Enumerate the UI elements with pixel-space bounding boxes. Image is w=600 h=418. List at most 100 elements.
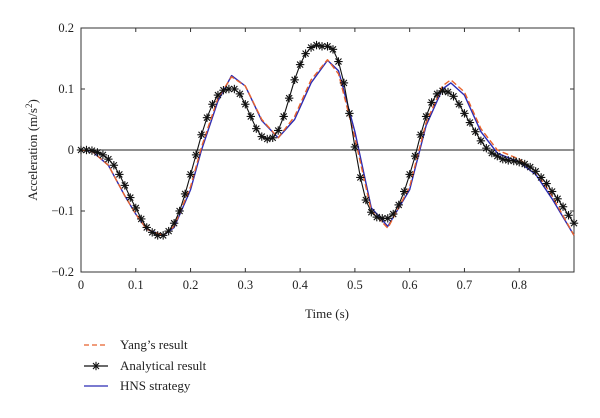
series-analytical-point [389, 209, 398, 219]
star-stroke [104, 155, 112, 163]
series-analytical-point [137, 214, 146, 224]
star-stroke [296, 61, 304, 69]
series-yang-s-result-line [80, 59, 575, 237]
series-analytical-point [191, 150, 201, 160]
legend-analytical-label: Analytical result [120, 358, 207, 373]
series-analytical-point [241, 100, 250, 109]
star-stroke [280, 113, 288, 120]
star-stroke [389, 210, 397, 218]
star-stroke [274, 127, 282, 134]
star-stroke [285, 94, 293, 102]
y-axis-label: Acceleration (m/s2) [24, 99, 40, 201]
star-stroke [351, 143, 359, 151]
series-analytical-point [399, 187, 409, 196]
legend-analytical-marker [91, 361, 101, 371]
star-stroke [559, 203, 567, 211]
star-stroke [198, 131, 205, 139]
star-stroke [176, 207, 184, 215]
series-analytical-point [378, 214, 387, 223]
series-analytical-point [372, 212, 381, 222]
series-analytical-point [82, 145, 91, 155]
y-tick-label: −0.2 [51, 265, 74, 279]
legend-yang-label: Yang’s result [120, 337, 188, 352]
star-stroke [329, 45, 337, 53]
series-analytical-point [263, 134, 272, 144]
series-analytical-point [290, 75, 299, 85]
series-analytical-point [339, 78, 349, 88]
series-analytical-point [230, 84, 239, 94]
series-analytical-point [504, 156, 513, 165]
star-stroke [450, 92, 457, 100]
star-stroke [324, 42, 331, 50]
star-stroke [143, 224, 151, 231]
series-analytical-point [197, 130, 206, 139]
series-analytical-point [104, 154, 113, 164]
series-analytical-point [328, 45, 338, 54]
series-analytical-point [536, 173, 546, 182]
ticks: 0 0.1 0.2 0.3 0.4 0.5 0.6 0.7 0.8 −0.2 −0.1 0 0.1 0.2 [51, 21, 574, 292]
series-analytical-point [394, 200, 403, 210]
star-stroke [340, 79, 348, 87]
series-analytical-point [202, 113, 212, 122]
series-analytical-point [115, 170, 124, 179]
series-analytical-point [443, 87, 453, 97]
star-stroke [269, 134, 277, 142]
series-analytical-point [175, 206, 184, 216]
star-stroke [510, 157, 518, 165]
star-stroke [159, 231, 167, 239]
series-analytical-point [350, 142, 360, 152]
series-analytical-point [164, 226, 173, 236]
star-stroke [422, 113, 430, 120]
star-stroke [220, 86, 227, 94]
star-stroke [94, 149, 101, 156]
star-stroke [132, 204, 140, 212]
star-stroke [384, 214, 392, 222]
y-tick-label: 0 [68, 143, 74, 157]
star-stroke [214, 91, 222, 99]
star-stroke [461, 109, 468, 117]
star-stroke [110, 161, 118, 169]
series-analytical-point [454, 100, 464, 109]
series-analytical-point [312, 40, 321, 50]
series-analytical-point [235, 89, 245, 99]
star-stroke [241, 100, 249, 108]
star-stroke [247, 113, 255, 120]
star-stroke [170, 219, 178, 227]
star-stroke [137, 215, 145, 223]
series-analytical-point [334, 57, 343, 66]
star-stroke [411, 152, 419, 160]
star-stroke [252, 125, 260, 133]
series-analytical-point [252, 124, 261, 133]
star-stroke [165, 227, 173, 235]
series-analytical-point [553, 194, 562, 203]
series-analytical-point [142, 223, 151, 232]
x-tick-label: 0.6 [402, 278, 418, 292]
star-stroke [209, 100, 216, 108]
star-stroke [148, 228, 156, 236]
x-tick-label: 0.1 [128, 278, 144, 292]
star-stroke [526, 163, 534, 171]
star-stroke [236, 90, 244, 98]
star-stroke [263, 135, 271, 143]
star-stroke [504, 156, 512, 164]
series-analytical-point [213, 90, 223, 100]
series-analytical-point [564, 211, 573, 220]
star-stroke [225, 85, 233, 93]
star-stroke [532, 167, 540, 175]
star-stroke [433, 90, 441, 98]
star-stroke [356, 174, 364, 181]
star-stroke [88, 147, 96, 155]
x-tick-label: 0.7 [457, 278, 473, 292]
series-analytical-point [153, 231, 162, 240]
series-analytical-point [120, 181, 130, 190]
series-analytical-point [476, 136, 486, 146]
series-analytical-point [410, 151, 420, 161]
series-analytical-point [487, 148, 497, 158]
star-stroke [499, 155, 507, 163]
series-analytical-point [186, 170, 195, 179]
series-analytical-point [405, 170, 414, 179]
star-stroke [488, 149, 496, 157]
star-stroke [345, 109, 353, 117]
legend: Yang’s result Analytical result HNS stra… [84, 337, 207, 393]
y-axis-label-tail: ) [25, 99, 40, 103]
